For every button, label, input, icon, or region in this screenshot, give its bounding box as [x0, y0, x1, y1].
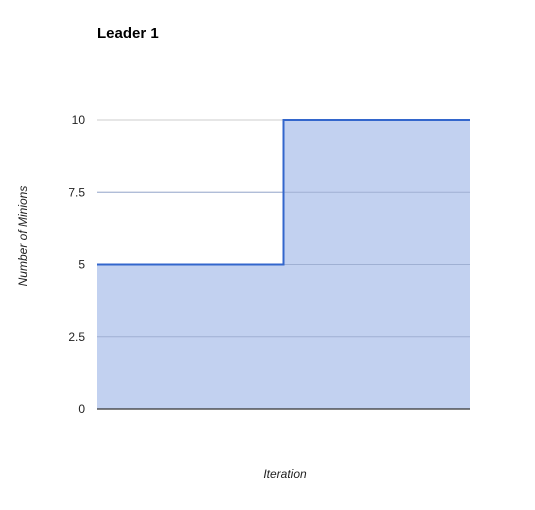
y-tick-label: 0: [78, 402, 85, 416]
x-axis-label: Iteration: [263, 467, 307, 481]
y-tick-label: 2.5: [68, 330, 85, 344]
chart-title: Leader 1: [97, 25, 159, 42]
y-tick-label: 5: [78, 258, 85, 272]
y-tick-label: 7.5: [68, 185, 85, 199]
area-layer: [97, 119, 470, 410]
y-axis-label: Number of Minions: [16, 186, 30, 287]
y-tick-label: 10: [72, 113, 86, 127]
series-line: [97, 119, 470, 266]
y-tick-labels: 0 2.5 5 7.5 10: [68, 113, 85, 416]
